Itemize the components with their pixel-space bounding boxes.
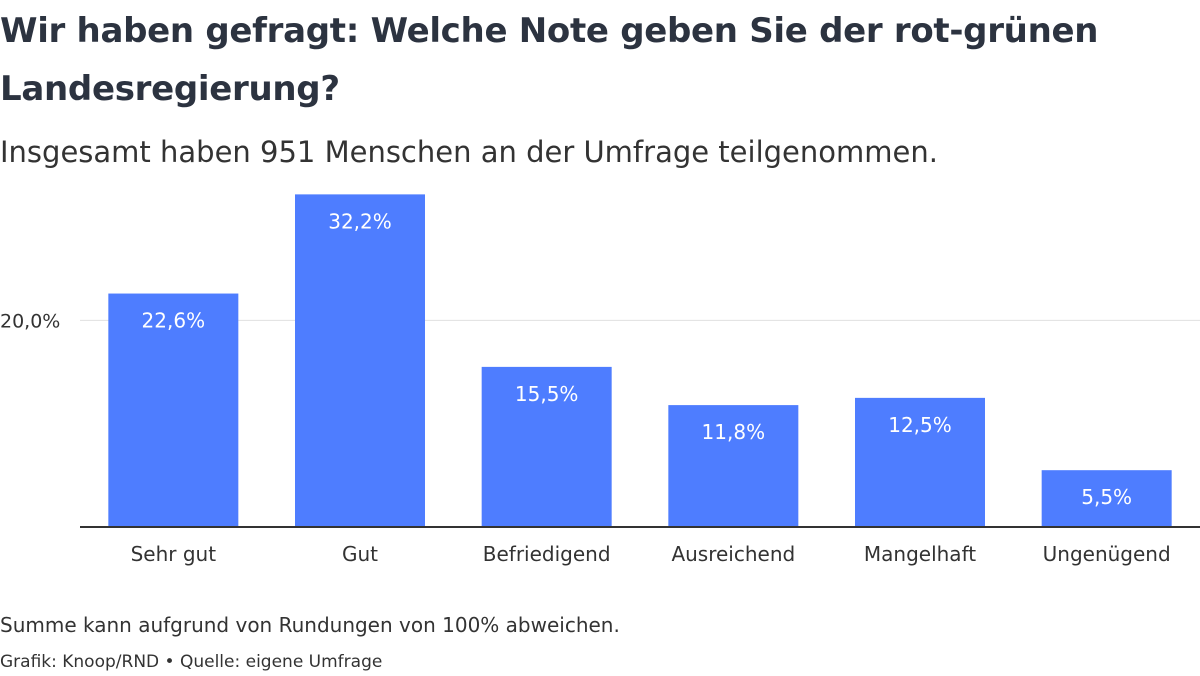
bars [108,194,1172,527]
bar [668,405,799,527]
footnote: Summe kann aufgrund von Rundungen von 10… [0,613,620,637]
x-category-label: Ausreichend [671,542,795,566]
bar-chart: 20,0% 22,6% Sehr gut 32,2% Gut 15,5% Befriedig… [0,194,1200,566]
bar-value-label: 22,6% [142,309,206,333]
y-tick-label: 20,0% [0,310,60,332]
bar-value-label: 32,2% [328,209,392,233]
x-category-label: Gut [342,542,378,566]
labels: 20,0% 22,6% Sehr gut 32,2% Gut 15,5% Befriedig… [0,209,1171,566]
bar [1041,470,1172,527]
chart-subtitle: Insgesamt haben 951 Menschen an der Umfr… [0,135,938,169]
x-category-label: Mangelhaft [864,542,976,566]
bar-value-label: 5,5% [1081,485,1132,509]
x-category-label: Ungenügend [1043,542,1171,566]
bar [481,366,612,527]
source-credit: Grafik: Knoop/RND • Quelle: eigene Umfra… [0,652,383,672]
bar [108,293,239,527]
chart-title: Wir haben gefragt: Welche Note geben Sie… [0,11,1099,109]
bar-value-label: 15,5% [515,382,579,406]
bar-value-label: 12,5% [888,413,952,437]
bar [295,194,425,527]
x-category-label: Befriedigend [483,542,611,566]
x-category-label: Sehr gut [131,542,217,566]
bar [855,397,985,527]
bar-value-label: 11,8% [702,420,766,444]
